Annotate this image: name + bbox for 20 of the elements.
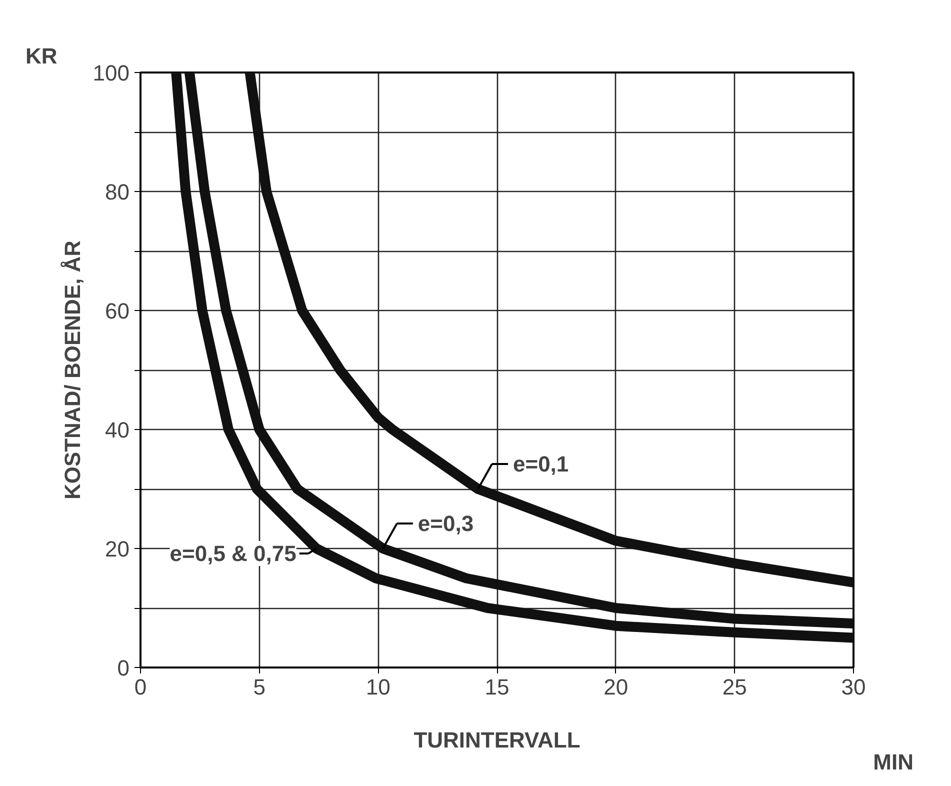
x-tick-label: 10 xyxy=(366,674,390,700)
text: MIN xyxy=(873,750,914,774)
x-tick-label: 30 xyxy=(841,674,866,700)
series-label: e=0,5 & 0,75 xyxy=(170,541,296,566)
x-tick-label: 20 xyxy=(604,674,628,700)
x-axis-title: TURINTERVALL xyxy=(414,728,580,752)
series-label: e=0,3 xyxy=(418,511,474,536)
y-tick-label: 80 xyxy=(105,180,130,204)
x-tick-label: 5 xyxy=(253,674,266,700)
y-tick-label: 100 xyxy=(92,60,130,86)
x-tick-label: 15 xyxy=(484,674,510,700)
series-label: e=0,1 xyxy=(512,452,569,476)
y-tick-label: 40 xyxy=(105,418,130,442)
y-tick-label: 0 xyxy=(117,656,130,680)
y-tick-label: 20 xyxy=(105,536,130,562)
y-tick-label: 60 xyxy=(105,298,130,324)
x-tick-label: 0 xyxy=(134,674,147,700)
x-tick-label: 25 xyxy=(722,674,747,700)
text: KR xyxy=(26,44,58,68)
y-axis-title: KOSTNAD/ BOENDE, ÅR xyxy=(60,240,85,500)
